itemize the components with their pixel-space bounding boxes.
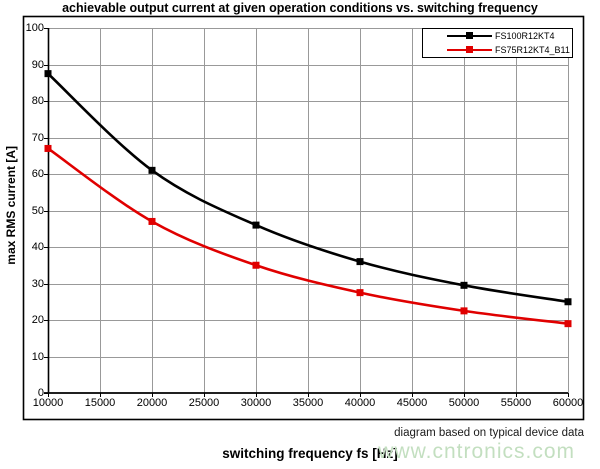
y-tick-label: 70 bbox=[31, 131, 44, 144]
x-tick-label: 25000 bbox=[188, 397, 220, 409]
y-tick-label: 100 bbox=[25, 22, 44, 34]
x-tick-label: 15000 bbox=[84, 397, 116, 409]
x-tick-label: 40000 bbox=[344, 397, 376, 409]
legend-entry-FS100R12KT4: FS100R12KT4 bbox=[423, 29, 572, 43]
y-tick-label: 80 bbox=[31, 95, 44, 107]
legend-label: FS75R12KT4_B11 bbox=[495, 45, 570, 55]
x-tick-label: 20000 bbox=[136, 397, 168, 409]
legend-line-marker-icon bbox=[447, 43, 492, 57]
legend-line-marker-icon bbox=[447, 29, 492, 43]
x-tick-label: 60000 bbox=[552, 397, 584, 409]
y-tick-label: 0 bbox=[37, 387, 44, 399]
x-tick-label: 55000 bbox=[500, 397, 532, 409]
x-tick-label: 10000 bbox=[32, 397, 64, 409]
y-tick-label: 90 bbox=[31, 58, 44, 71]
legend-label: FS100R12KT4 bbox=[495, 31, 555, 41]
watermark-text: www.cntronics.com bbox=[378, 440, 575, 463]
chart-title: achievable output current at given opera… bbox=[62, 1, 538, 15]
x-tick-label: 50000 bbox=[448, 397, 480, 409]
x-tick-label: 35000 bbox=[292, 397, 324, 409]
legend-box: FS100R12KT4 FS75R12KT4_B11 bbox=[422, 28, 573, 58]
chart-frame bbox=[22, 15, 585, 421]
data-source-note: diagram based on typical device data bbox=[394, 427, 584, 439]
x-axis-title: switching frequency fs [Hz] bbox=[222, 446, 398, 461]
series-curve-FS100R12KT4 bbox=[47, 72, 569, 304]
x-tick-label: 45000 bbox=[396, 397, 428, 409]
y-tick-label: 50 bbox=[31, 204, 44, 217]
series-markers-FS75R12KT4_B11 bbox=[44, 144, 572, 328]
y-tick-label: 60 bbox=[31, 168, 44, 180]
y-tick-label: 20 bbox=[31, 314, 44, 326]
x-tick-label: 30000 bbox=[240, 397, 272, 409]
series-curve-FS75R12KT4_B11 bbox=[47, 147, 569, 325]
tick-marks bbox=[44, 28, 569, 397]
series-markers-FS100R12KT4 bbox=[44, 70, 572, 306]
y-tick-label: 40 bbox=[31, 241, 44, 253]
legend-entry-FS75R12KT4_B11: FS75R12KT4_B11 bbox=[423, 43, 572, 57]
y-tick-label: 30 bbox=[31, 277, 44, 290]
y-tick-label: 10 bbox=[31, 350, 44, 363]
